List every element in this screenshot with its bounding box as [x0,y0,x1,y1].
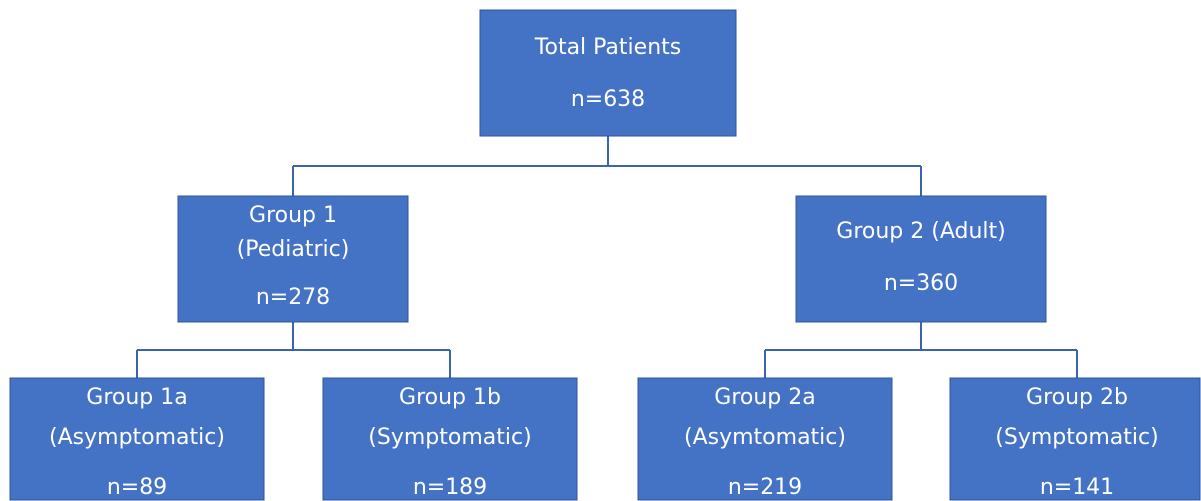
node-text: Group 2a [714,385,815,410]
node-text: Group 1 [249,203,337,228]
node-box [9,377,265,501]
node-text: (Asymtomatic) [684,425,846,450]
node-box [795,195,1047,323]
node-box [177,195,409,323]
node-text: n=89 [107,475,167,500]
node-box [949,377,1201,501]
node-text: n=189 [413,475,487,500]
node-box [322,377,578,501]
node-text: Total Patients [534,35,681,60]
node-text: Group 1b [399,385,501,410]
node-text: n=219 [728,475,802,500]
node-text: (Symptomatic) [368,425,531,450]
node-box [637,377,893,501]
connectors [136,136,1078,378]
node-text: Group 2 (Adult) [836,219,1005,244]
node-text: n=638 [571,87,645,112]
node-text: (Symptomatic) [995,425,1158,450]
node-box [479,9,737,137]
node-text: (Pediatric) [237,237,350,262]
node-text: n=360 [884,271,958,296]
node-text: n=141 [1040,475,1114,500]
node-text: n=278 [256,285,330,310]
node-text: (Asymptomatic) [49,425,225,450]
node-text: Group 2b [1026,385,1128,410]
node-text: Group 1a [86,385,187,410]
